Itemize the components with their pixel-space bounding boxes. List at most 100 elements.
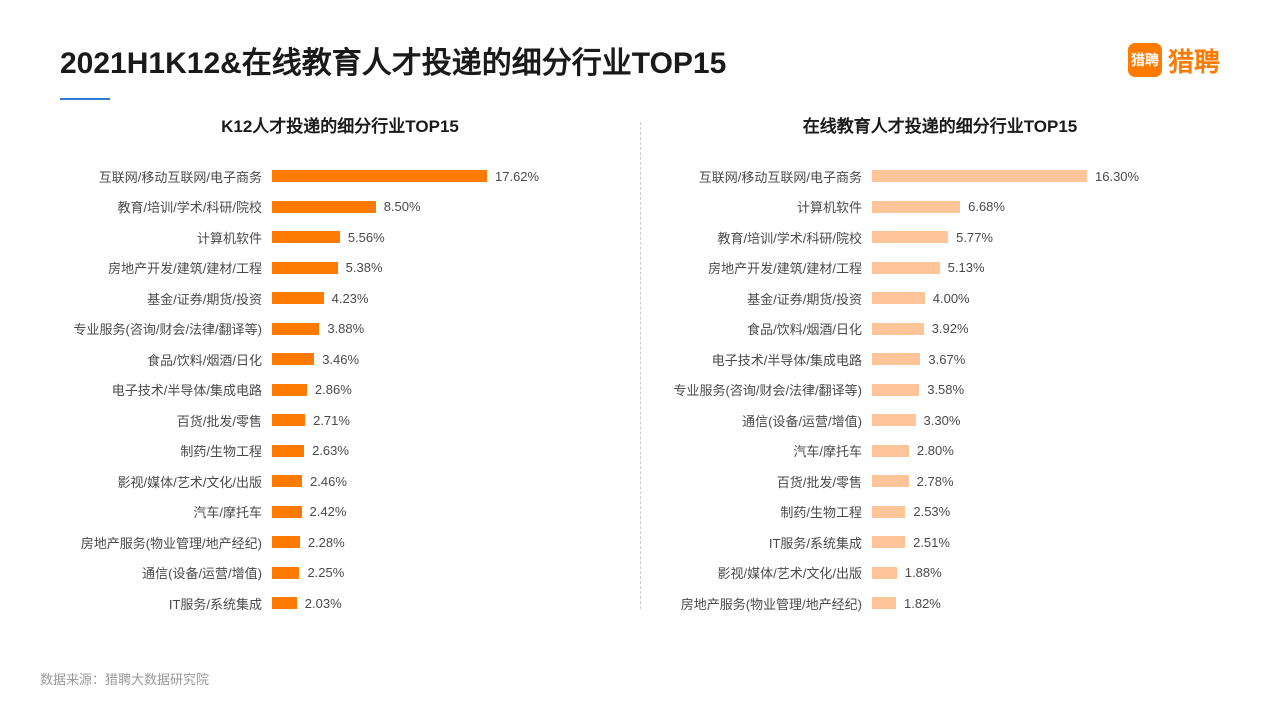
bar-fill <box>872 353 920 365</box>
bar-fill <box>272 414 305 426</box>
bar-label: 互联网/移动互联网/电子商务 <box>664 167 872 186</box>
bar-row: 百货/批发/零售 2.71% <box>64 405 616 436</box>
bar-fill <box>272 597 297 609</box>
bar-label: 制药/生物工程 <box>664 502 872 521</box>
bar-value: 4.00% <box>925 291 970 306</box>
bar-fill <box>872 597 896 609</box>
bar-row: 计算机软件 6.68% <box>664 192 1216 223</box>
bar-fill <box>272 231 340 243</box>
bar-area: 3.88% <box>272 321 616 336</box>
bar-row: 教育/培训/学术/科研/院校 5.77% <box>664 222 1216 253</box>
bar-value: 17.62% <box>487 169 539 184</box>
bar-row: 百货/批发/零售2.78% <box>664 466 1216 497</box>
bar-value: 2.46% <box>302 474 347 489</box>
bar-area: 2.51% <box>872 535 1216 550</box>
bar-row: 汽车/摩托车2.42% <box>64 497 616 528</box>
bar-row: 食品/饮料/烟酒/日化3.46% <box>64 344 616 375</box>
bar-value: 1.82% <box>896 596 941 611</box>
bar-fill <box>872 567 897 579</box>
data-source: 数据来源：猎聘大数据研究院 <box>40 669 209 688</box>
chart-right-bars: 互联网/移动互联网/电子商务 16.30% 计算机软件 6.68% 教育/培训/学术/科… <box>664 161 1216 619</box>
bar-label: 制药/生物工程 <box>64 441 272 460</box>
bar-area: 2.25% <box>272 565 616 580</box>
bar-row: 计算机软件 5.56% <box>64 222 616 253</box>
header: 2021H1K12&在线教育人才投递的细分行业TOP15 猎聘 猎聘 <box>0 0 1280 98</box>
bar-area: 2.53% <box>872 504 1216 519</box>
chart-left: K12人才投递的细分行业TOP15 互联网/移动互联网/电子商务17.62%教育… <box>40 112 640 619</box>
bar-value: 3.67% <box>920 352 965 367</box>
bar-fill <box>872 536 905 548</box>
bar-label: 计算机软件 <box>64 228 272 247</box>
bar-value: 5.38% <box>338 260 383 275</box>
bar-label: 食品/饮料/烟酒/日化 <box>664 319 872 338</box>
bar-value: 2.51% <box>905 535 950 550</box>
bar-label: 教育/培训/学术/科研/院校 <box>664 228 872 247</box>
bar-fill <box>272 353 314 365</box>
bar-fill <box>272 445 304 457</box>
bar-area: 6.68% <box>872 199 1216 214</box>
bar-value: 2.71% <box>305 413 350 428</box>
bar-area: 3.58% <box>872 382 1216 397</box>
bar-row: IT服务/系统集成 2.03% <box>64 588 616 619</box>
bar-area: 5.38% <box>272 260 616 275</box>
chart-right: 在线教育人才投递的细分行业TOP15 互联网/移动互联网/电子商务16.30%计… <box>640 112 1240 619</box>
bar-label: 百货/批发/零售 <box>64 411 272 430</box>
bar-label: 房地产开发/建筑/建材/工程 <box>664 258 872 277</box>
bar-value: 1.88% <box>897 565 942 580</box>
bar-area: 4.00% <box>872 291 1216 306</box>
bar-value: 2.63% <box>304 443 349 458</box>
bar-fill <box>872 231 948 243</box>
bar-area: 17.62% <box>272 169 616 184</box>
bar-area: 2.63% <box>272 443 616 458</box>
bar-fill <box>272 536 300 548</box>
bar-fill <box>872 414 916 426</box>
charts-container: K12人才投递的细分行业TOP15 互联网/移动互联网/电子商务 17.62% 教育… <box>0 112 1280 619</box>
bar-label: IT服务/系统集成 <box>664 533 872 552</box>
page-title: 2021H1K12&在线教育人才投递的细分行业TOP15 <box>60 38 726 82</box>
bar-value: 3.88% <box>319 321 364 336</box>
bar-label: 汽车/摩托车 <box>664 441 872 460</box>
bar-row: 房地产服务(物业管理/地产经纪) 1.82% <box>664 588 1216 619</box>
bar-value: 2.80% <box>909 443 954 458</box>
bar-row: IT服务/系统集成 2.51% <box>664 527 1216 558</box>
bar-label: 影视/媒体/艺术/文化/出版 <box>664 563 872 582</box>
bar-area: 1.88% <box>872 565 1216 580</box>
bar-label: 房地产开发/建筑/建材/工程 <box>64 258 272 277</box>
bar-row: 通信(设备/运营/增值)3.30% <box>664 405 1216 436</box>
bar-value: 6.68% <box>960 199 1005 214</box>
bar-value: 16.30% <box>1087 169 1139 184</box>
brand-logo-icon: 猎聘 <box>1128 43 1162 77</box>
bar-area: 8.50% <box>272 199 616 214</box>
bar-value: 2.53% <box>905 504 950 519</box>
bar-label: 通信(设备/运营/增值) <box>64 563 272 582</box>
bar-label: 汽车/摩托车 <box>64 502 272 521</box>
bar-value: 2.78% <box>909 474 954 489</box>
bar-value: 5.56% <box>340 230 385 245</box>
bar-fill <box>272 262 338 274</box>
bar-row: 基金/证券/期货/投资4.23% <box>64 283 616 314</box>
bar-label: 专业服务(咨询/财会/法律/翻译等) <box>64 319 272 338</box>
bar-row: 房地产开发/建筑/建材/工程 5.38% <box>64 253 616 284</box>
bar-area: 2.42% <box>272 504 616 519</box>
bar-fill <box>872 384 919 396</box>
bar-label: IT服务/系统集成 <box>64 594 272 613</box>
bar-label: 房地产服务(物业管理/地产经纪) <box>664 594 872 613</box>
bar-row: 基金/证券/期货/投资4.00% <box>664 283 1216 314</box>
chart-left-title: K12人才投递的细分行业TOP15 <box>64 112 616 137</box>
bar-label: 房地产服务(物业管理/地产经纪) <box>64 533 272 552</box>
bar-row: 制药/生物工程 2.63% <box>64 436 616 467</box>
bar-value: 4.23% <box>324 291 369 306</box>
bar-area: 2.86% <box>272 382 616 397</box>
bar-area: 5.13% <box>872 260 1216 275</box>
bar-value: 2.03% <box>297 596 342 611</box>
bar-row: 制药/生物工程 2.53% <box>664 497 1216 528</box>
bar-value: 5.77% <box>948 230 993 245</box>
bar-fill <box>872 262 940 274</box>
bar-fill <box>272 567 299 579</box>
bar-label: 影视/媒体/艺术/文化/出版 <box>64 472 272 491</box>
bar-label: 计算机软件 <box>664 197 872 216</box>
bar-area: 16.30% <box>872 169 1216 184</box>
bar-value: 2.25% <box>299 565 344 580</box>
bar-fill <box>872 201 960 213</box>
bar-row: 电子技术/半导体/集成电路3.67% <box>664 344 1216 375</box>
